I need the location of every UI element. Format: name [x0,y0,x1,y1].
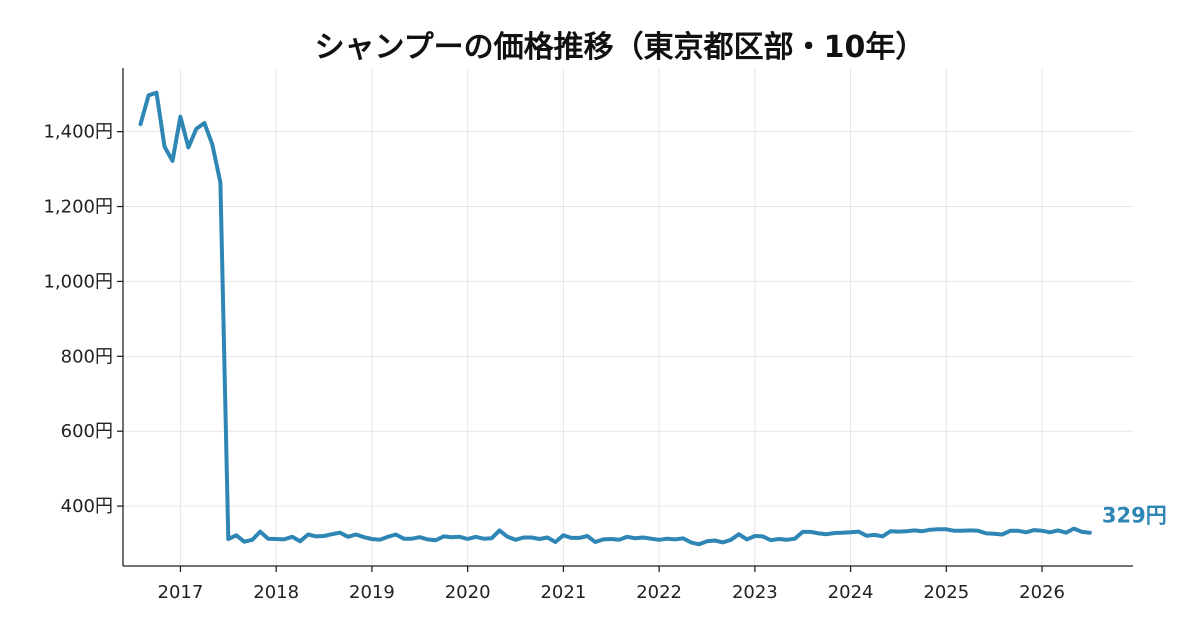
last-value-label: 329円 [1102,504,1167,528]
x-tick-label: 2026 [1019,582,1065,603]
series-layer [138,90,1092,547]
y-tick-label: 1,200円 [43,197,113,218]
axes [122,68,1133,567]
series-line [138,90,1092,547]
x-tick-label: 2019 [349,582,395,603]
x-tick-label: 2020 [445,582,491,603]
y-tick-label: 1,000円 [43,271,113,292]
x-tick-label: 2023 [732,582,778,603]
x-tick-label: 2024 [828,582,874,603]
x-tick-label: 2017 [158,582,204,603]
grid [123,68,1133,566]
y-tick-label: 400円 [61,496,113,517]
y-axis-ticks: 400円 600円 800円 1,000円 1,200円 1,400円 [43,122,123,517]
y-tick-label: 800円 [61,346,113,367]
x-tick-label: 2022 [636,582,682,603]
chart-title: シャンプーの価格推移（東京都区部・10年） [315,30,926,65]
y-tick-label: 1,400円 [43,122,113,143]
y-tick-label: 600円 [61,421,113,442]
x-tick-label: 2018 [253,582,299,603]
x-tick-label: 2021 [540,582,586,603]
x-tick-label: 2025 [923,582,969,603]
end-labels: 329円 [1102,504,1167,528]
x-axis-ticks: 2017 2018 2019 2020 2021 2022 2023 2024 2025 2026 [158,566,1065,603]
